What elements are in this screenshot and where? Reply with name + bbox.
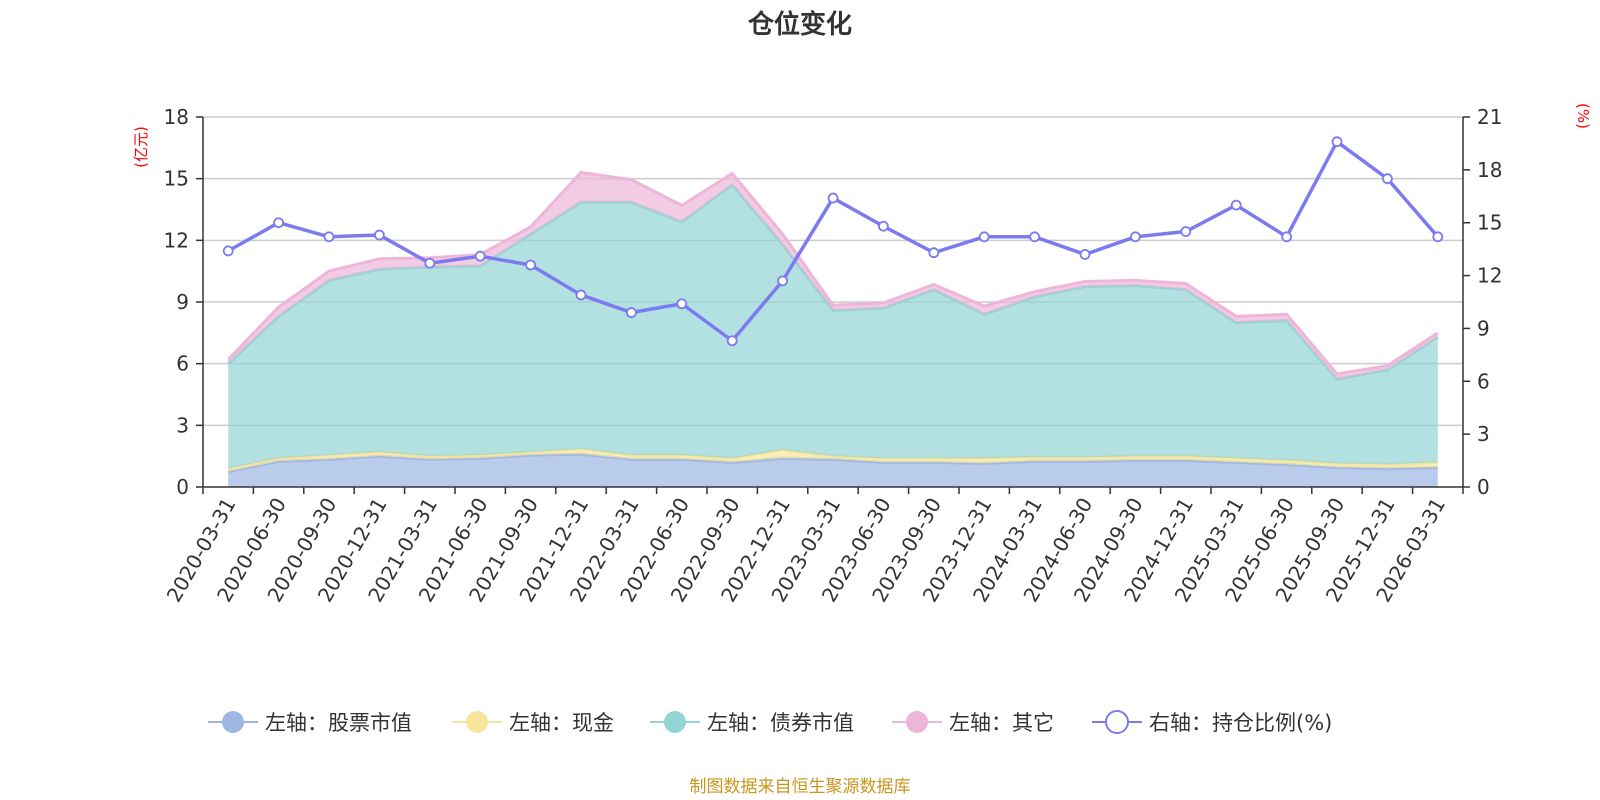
ratio-point <box>676 298 688 310</box>
left-axis-tick-label: 0 <box>176 475 189 499</box>
left-axis-tick-label: 3 <box>176 413 189 437</box>
legend-marker <box>906 711 928 733</box>
legend-marker <box>664 711 686 733</box>
source-note: 制图数据来自恒生聚源数据库 <box>690 777 911 797</box>
ratio-point <box>1432 231 1444 243</box>
legend-marker <box>222 711 244 733</box>
right-axis-tick-label: 15 <box>1477 211 1502 235</box>
legend-marker <box>1105 710 1129 734</box>
area-2 <box>228 184 1438 469</box>
chart-title: 仓位变化 <box>747 9 852 40</box>
right-axis-tick-label: 0 <box>1477 475 1490 499</box>
area-1 <box>228 448 1438 472</box>
ratio-point <box>323 231 335 243</box>
left-axis-tick-label: 15 <box>164 167 189 191</box>
ratio-point <box>424 257 436 269</box>
right-axis-tick-label: 9 <box>1477 316 1490 340</box>
ratio-point <box>777 275 788 287</box>
legend-item: 左轴：其它 <box>892 711 1054 735</box>
right-axis-tick-label: 12 <box>1477 264 1502 288</box>
right-axis-tick-label: 18 <box>1477 158 1502 182</box>
ratio-point <box>1281 231 1292 243</box>
area-edge-3 <box>227 170 1439 376</box>
right-axis-tick-label: 3 <box>1477 422 1490 446</box>
ratio-point <box>1230 199 1242 211</box>
legend: 左轴：股票市值 左轴：现金 左轴：债券市值 左轴：其它 右轴：持仓比例(%) <box>208 710 1332 735</box>
ratio-point <box>273 217 285 229</box>
legend-item: 右轴：持仓比例(%) <box>1092 710 1332 735</box>
ratio-point <box>575 289 587 301</box>
left-axis-tick-label: 6 <box>176 352 189 376</box>
ratio-point <box>1382 173 1393 185</box>
ratio-point <box>726 335 738 347</box>
stacked-areas <box>227 170 1439 487</box>
left-axis-tick-label: 9 <box>176 290 189 314</box>
ratio-line <box>222 136 1444 347</box>
ratio-point <box>626 307 637 318</box>
ratio-point <box>222 245 234 257</box>
legend-label: 左轴：债券市值 <box>707 711 854 735</box>
ratio-point <box>827 192 839 204</box>
ratio-point <box>1130 231 1141 243</box>
right-axis-tick-label: 6 <box>1477 369 1490 393</box>
legend-label: 左轴：股票市值 <box>265 711 412 735</box>
ratio-point <box>1029 231 1040 243</box>
right-axis-tick-label: 21 <box>1477 105 1502 129</box>
ratio-point <box>1180 226 1192 237</box>
left-axis-unit: (亿元) <box>132 126 150 168</box>
ratio-point <box>878 220 889 232</box>
legend-item: 左轴：股票市值 <box>208 711 412 735</box>
ratio-point <box>373 229 385 241</box>
legend-item: 左轴：债券市值 <box>650 711 854 735</box>
legend-item: 左轴：现金 <box>452 711 614 735</box>
area-0 <box>228 454 1438 487</box>
legend-marker <box>466 711 488 733</box>
ratio-point <box>928 247 940 259</box>
left-axis-tick-label: 12 <box>164 228 189 252</box>
ratio-point <box>978 231 990 243</box>
ratio-point <box>1079 249 1091 260</box>
ratio-point <box>1331 136 1343 148</box>
legend-label: 右轴：持仓比例(%) <box>1149 711 1332 735</box>
legend-label: 左轴：现金 <box>509 711 614 735</box>
legend-label: 左轴：其它 <box>949 711 1054 735</box>
left-axis-tick-label: 18 <box>164 105 189 129</box>
ratio-point <box>525 259 536 271</box>
ratio-point <box>474 250 486 262</box>
right-axis-unit: (%) <box>1574 103 1592 129</box>
